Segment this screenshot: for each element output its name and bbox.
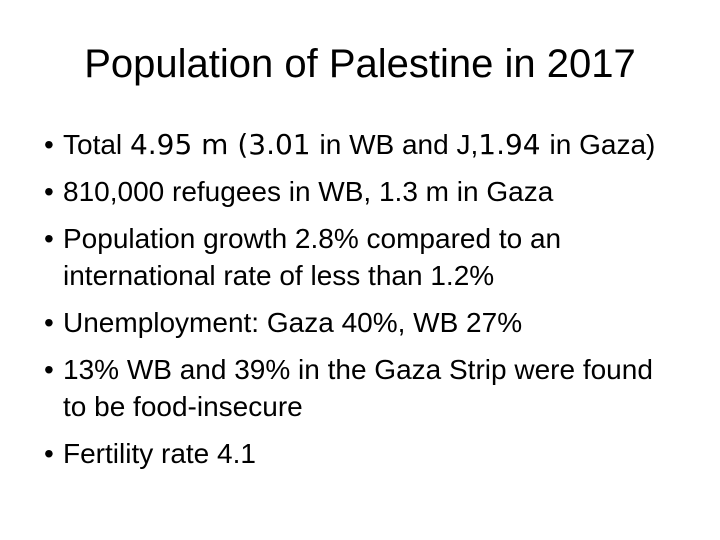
text-run: Population growth 2.8% compared to an [63,223,562,254]
bullet-line: Unemployment: Gaza 40%, WB 27% [63,304,684,341]
text-run: in WB and J, [319,129,479,160]
text-run: 13% WB and 39% in the Gaza Strip were fo… [63,354,653,385]
text-run: to be food-insecure [63,391,303,422]
text-run: 810,000 refugees in WB, 1.3 m in Gaza [63,176,554,207]
text-run: Unemployment: Gaza 40%, WB 27% [63,307,523,338]
bullet-item-total-population: • Total 4.95 m (3.01 in WB and J,1.94 in… [44,126,684,163]
bullet-icon: • [44,129,54,160]
bullet-item-population-growth: • Population growth 2.8% compared to an … [44,220,684,294]
bullet-line: international rate of less than 1.2% [63,257,684,294]
bullet-icon: • [44,176,54,207]
bullet-line: Fertility rate 4.1 [63,435,684,472]
bullet-icon: • [44,223,54,254]
bullet-line: 810,000 refugees in WB, 1.3 m in Gaza [63,173,684,210]
bullet-item-food-insecurity: • 13% WB and 39% in the Gaza Strip were … [44,351,684,425]
bullet-icon: • [44,354,54,385]
bullet-item-unemployment: • Unemployment: Gaza 40%, WB 27% [44,304,684,341]
text-run: international rate of less than 1.2% [63,260,495,291]
text-run: in Gaza) [549,129,656,160]
bullet-line: to be food-insecure [63,388,684,425]
slide-title: Population of Palestine in 2017 [84,42,636,86]
bullet-icon: • [44,438,54,469]
bullet-icon: • [44,307,54,338]
text-run: Fertility rate 4.1 [63,438,256,469]
bullet-list: • Total 4.95 m (3.01 in WB and J,1.94 in… [44,126,684,482]
bullet-item-refugees: • 810,000 refugees in WB, 1.3 m in Gaza [44,173,684,210]
bullet-line: Total 4.95 m (3.01 in WB and J,1.94 in G… [63,126,684,163]
bullet-line: Population growth 2.8% compared to an [63,220,684,257]
text-run-numeric: 1.94 [478,128,550,161]
bullet-item-fertility-rate: • Fertility rate 4.1 [44,435,684,472]
bullet-line: 13% WB and 39% in the Gaza Strip were fo… [63,351,684,388]
text-run: Total [63,129,130,160]
text-run-numeric: 4.95 m (3.01 [129,128,320,161]
